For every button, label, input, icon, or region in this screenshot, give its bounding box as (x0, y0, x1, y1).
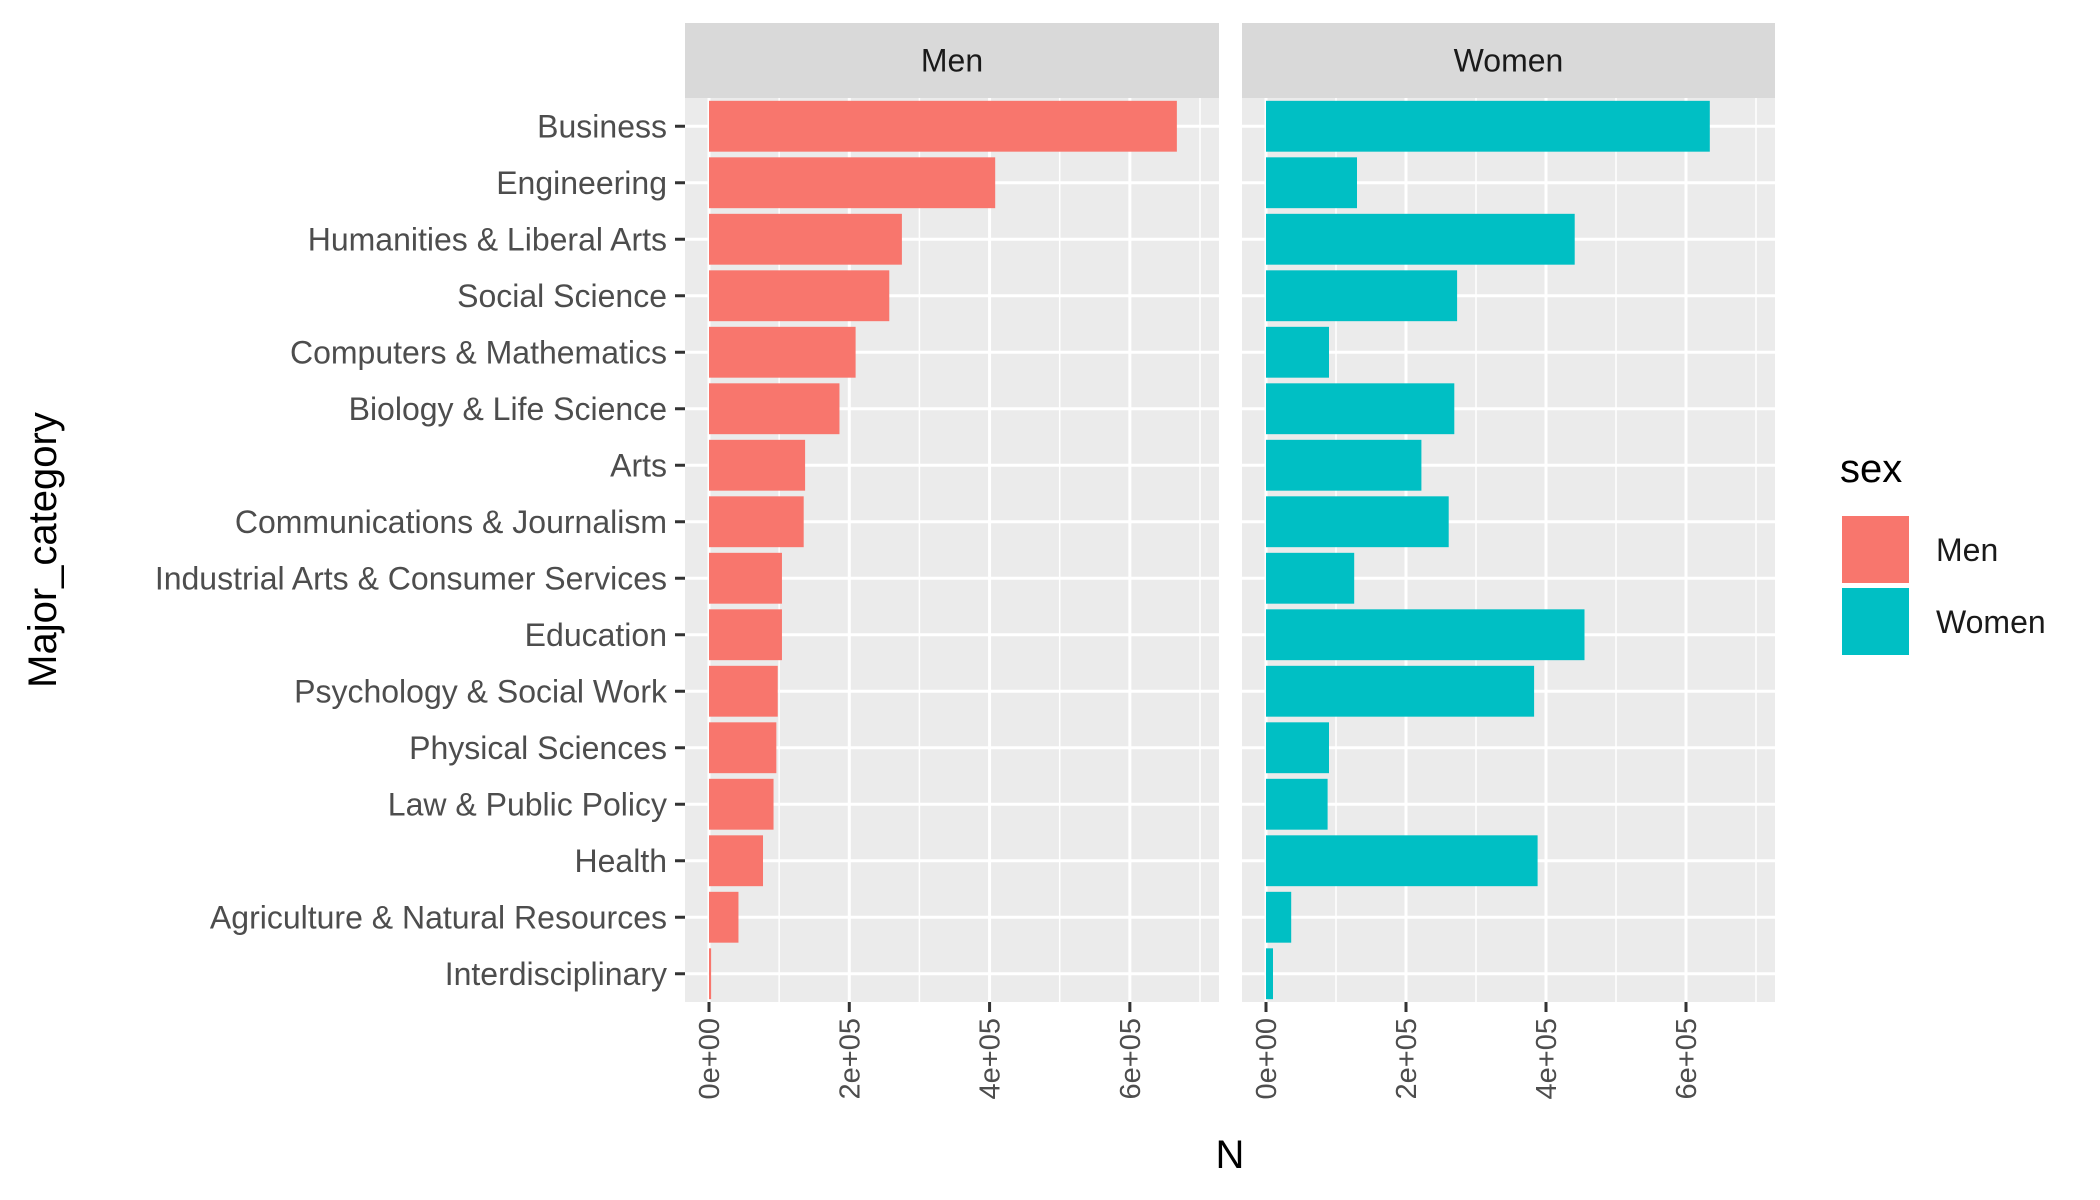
bar-men (709, 439, 806, 491)
bar-men (709, 778, 774, 830)
y-tick-label: Business (537, 108, 667, 144)
y-tick-label: Biology & Life Science (349, 391, 667, 427)
bar-men (709, 835, 764, 887)
y-axis: Business Engineering Humanities & Liberal … (155, 108, 685, 992)
legend-key-men (1842, 516, 1909, 583)
facet-strip (1242, 23, 1775, 98)
legend-title: sex (1840, 447, 1902, 491)
y-tick-label: Computers & Mathematics (290, 334, 667, 370)
x-tick-label: 2e+05 (1391, 1018, 1423, 1099)
bar-men (709, 383, 840, 435)
x-tick-label: 0e+00 (1251, 1018, 1283, 1099)
bar-women (1266, 100, 1710, 152)
facet-panels: Men 0e+00 2e+05 4e+05 6e+05 Women 0e+00 2e+05 4e… (685, 23, 1775, 1099)
bar-women (1266, 835, 1538, 887)
bar-men (709, 552, 782, 604)
bar-men (709, 213, 902, 265)
y-axis-title: Major_category (21, 412, 65, 688)
bar-women (1266, 270, 1458, 322)
bar-men (709, 609, 782, 661)
y-tick-label: Education (525, 617, 667, 653)
x-tick-label: 6e+05 (1115, 1018, 1147, 1099)
facet-strip (685, 23, 1219, 98)
x-tick-label: 0e+00 (694, 1018, 726, 1099)
x-tick-label: 6e+05 (1671, 1018, 1703, 1099)
y-tick-label: Law & Public Policy (388, 786, 667, 822)
x-tick-label: 4e+05 (1531, 1018, 1563, 1099)
y-tick-label: Arts (610, 447, 667, 483)
bar-women (1266, 213, 1575, 265)
y-tick-label: Psychology & Social Work (294, 673, 668, 709)
bar-women (1266, 383, 1455, 435)
bar-men (709, 891, 739, 943)
x-tick-label: 2e+05 (834, 1018, 866, 1099)
bar-men (709, 722, 777, 774)
y-tick-label: Industrial Arts & Consumer Services (155, 560, 667, 596)
y-tick-label: Agriculture & Natural Resources (210, 899, 667, 935)
bar-men (709, 326, 856, 378)
bar-men (709, 157, 996, 209)
bar-women (1266, 552, 1355, 604)
facet-strip-label: Women (1454, 43, 1564, 79)
y-tick-label: Humanities & Liberal Arts (308, 221, 667, 257)
y-tick-label: Interdisciplinary (445, 956, 667, 992)
bar-women (1266, 496, 1449, 548)
bar-women (1266, 948, 1273, 1000)
bar-women (1266, 326, 1329, 378)
bar-men (709, 948, 712, 1000)
legend-label: Men (1936, 532, 1998, 568)
y-tick-label: Communications & Journalism (235, 504, 667, 540)
legend-label: Women (1936, 604, 2046, 640)
bar-women (1266, 778, 1328, 830)
bar-men (709, 496, 804, 548)
legend: sex Men Women (1840, 447, 2046, 655)
facet-panel-women: Women 0e+00 2e+05 4e+05 6e+05 (1242, 23, 1775, 1099)
legend-key-women (1842, 588, 1909, 655)
bar-women (1266, 609, 1585, 661)
bar-women (1266, 439, 1422, 491)
bar-women (1266, 665, 1535, 717)
y-tick-label: Physical Sciences (409, 730, 667, 766)
bar-men (709, 100, 1177, 152)
bar-women (1266, 891, 1292, 943)
facet-strip-label: Men (921, 43, 983, 79)
x-axis-title: N (1216, 1133, 1245, 1177)
bar-men (709, 665, 778, 717)
y-tick-label: Health (575, 843, 668, 879)
x-tick-label: 4e+05 (975, 1018, 1007, 1099)
bar-men (709, 270, 890, 322)
y-tick-label: Social Science (457, 278, 667, 314)
facet-panel-men: Men 0e+00 2e+05 4e+05 6e+05 (685, 23, 1219, 1099)
y-tick-label: Engineering (496, 165, 667, 201)
bar-women (1266, 722, 1329, 774)
bar-women (1266, 157, 1357, 209)
